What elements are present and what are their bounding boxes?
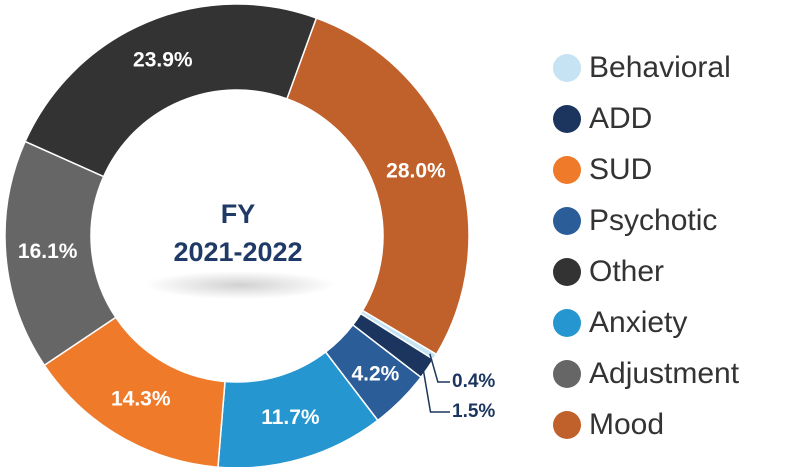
legend: Behavioral ADD SUD Psychotic Other Anxiety Adj… [553,51,740,441]
slice-label: 14.3% [111,387,171,410]
legend-marker [553,360,581,388]
labels: 28.0% 4.2% 11.7% 14.3% 16.1% 23.9% 0.4% 1.5% [18,49,495,429]
center-title: FY [221,199,256,229]
legend-label: Behavioral [589,51,731,84]
slice-label: 28.0% [386,160,446,183]
legend-label: Other [589,255,664,288]
slice-label: 11.7% [261,406,320,429]
legend-label: Adjustment [589,357,740,390]
slices [4,3,470,467]
legend-label: SUD [589,153,652,186]
center-title: 2021-2022 [173,237,302,267]
slice [217,350,379,467]
legend-label: Anxiety [589,306,687,339]
legend-marker [553,156,581,184]
legend-marker [553,207,581,235]
legend-marker [553,54,581,82]
legend-marker [553,411,581,439]
legend-marker [553,258,581,286]
center-shadow [145,271,335,299]
leader-line [421,364,450,413]
outside-label: 1.5% [452,401,495,422]
outside-label: 0.4% [452,371,495,392]
slice-label: 4.2% [351,362,399,385]
slice-label: 23.9% [133,49,193,72]
legend-label: Psychotic [589,204,717,237]
slice-label: 16.1% [18,240,78,263]
legend-label: ADD [589,102,652,135]
slice [24,3,318,178]
leader-line [429,353,450,383]
legend-label: Mood [589,408,664,441]
legend-marker [553,105,581,133]
legend-marker [553,309,581,337]
slice [285,17,470,356]
